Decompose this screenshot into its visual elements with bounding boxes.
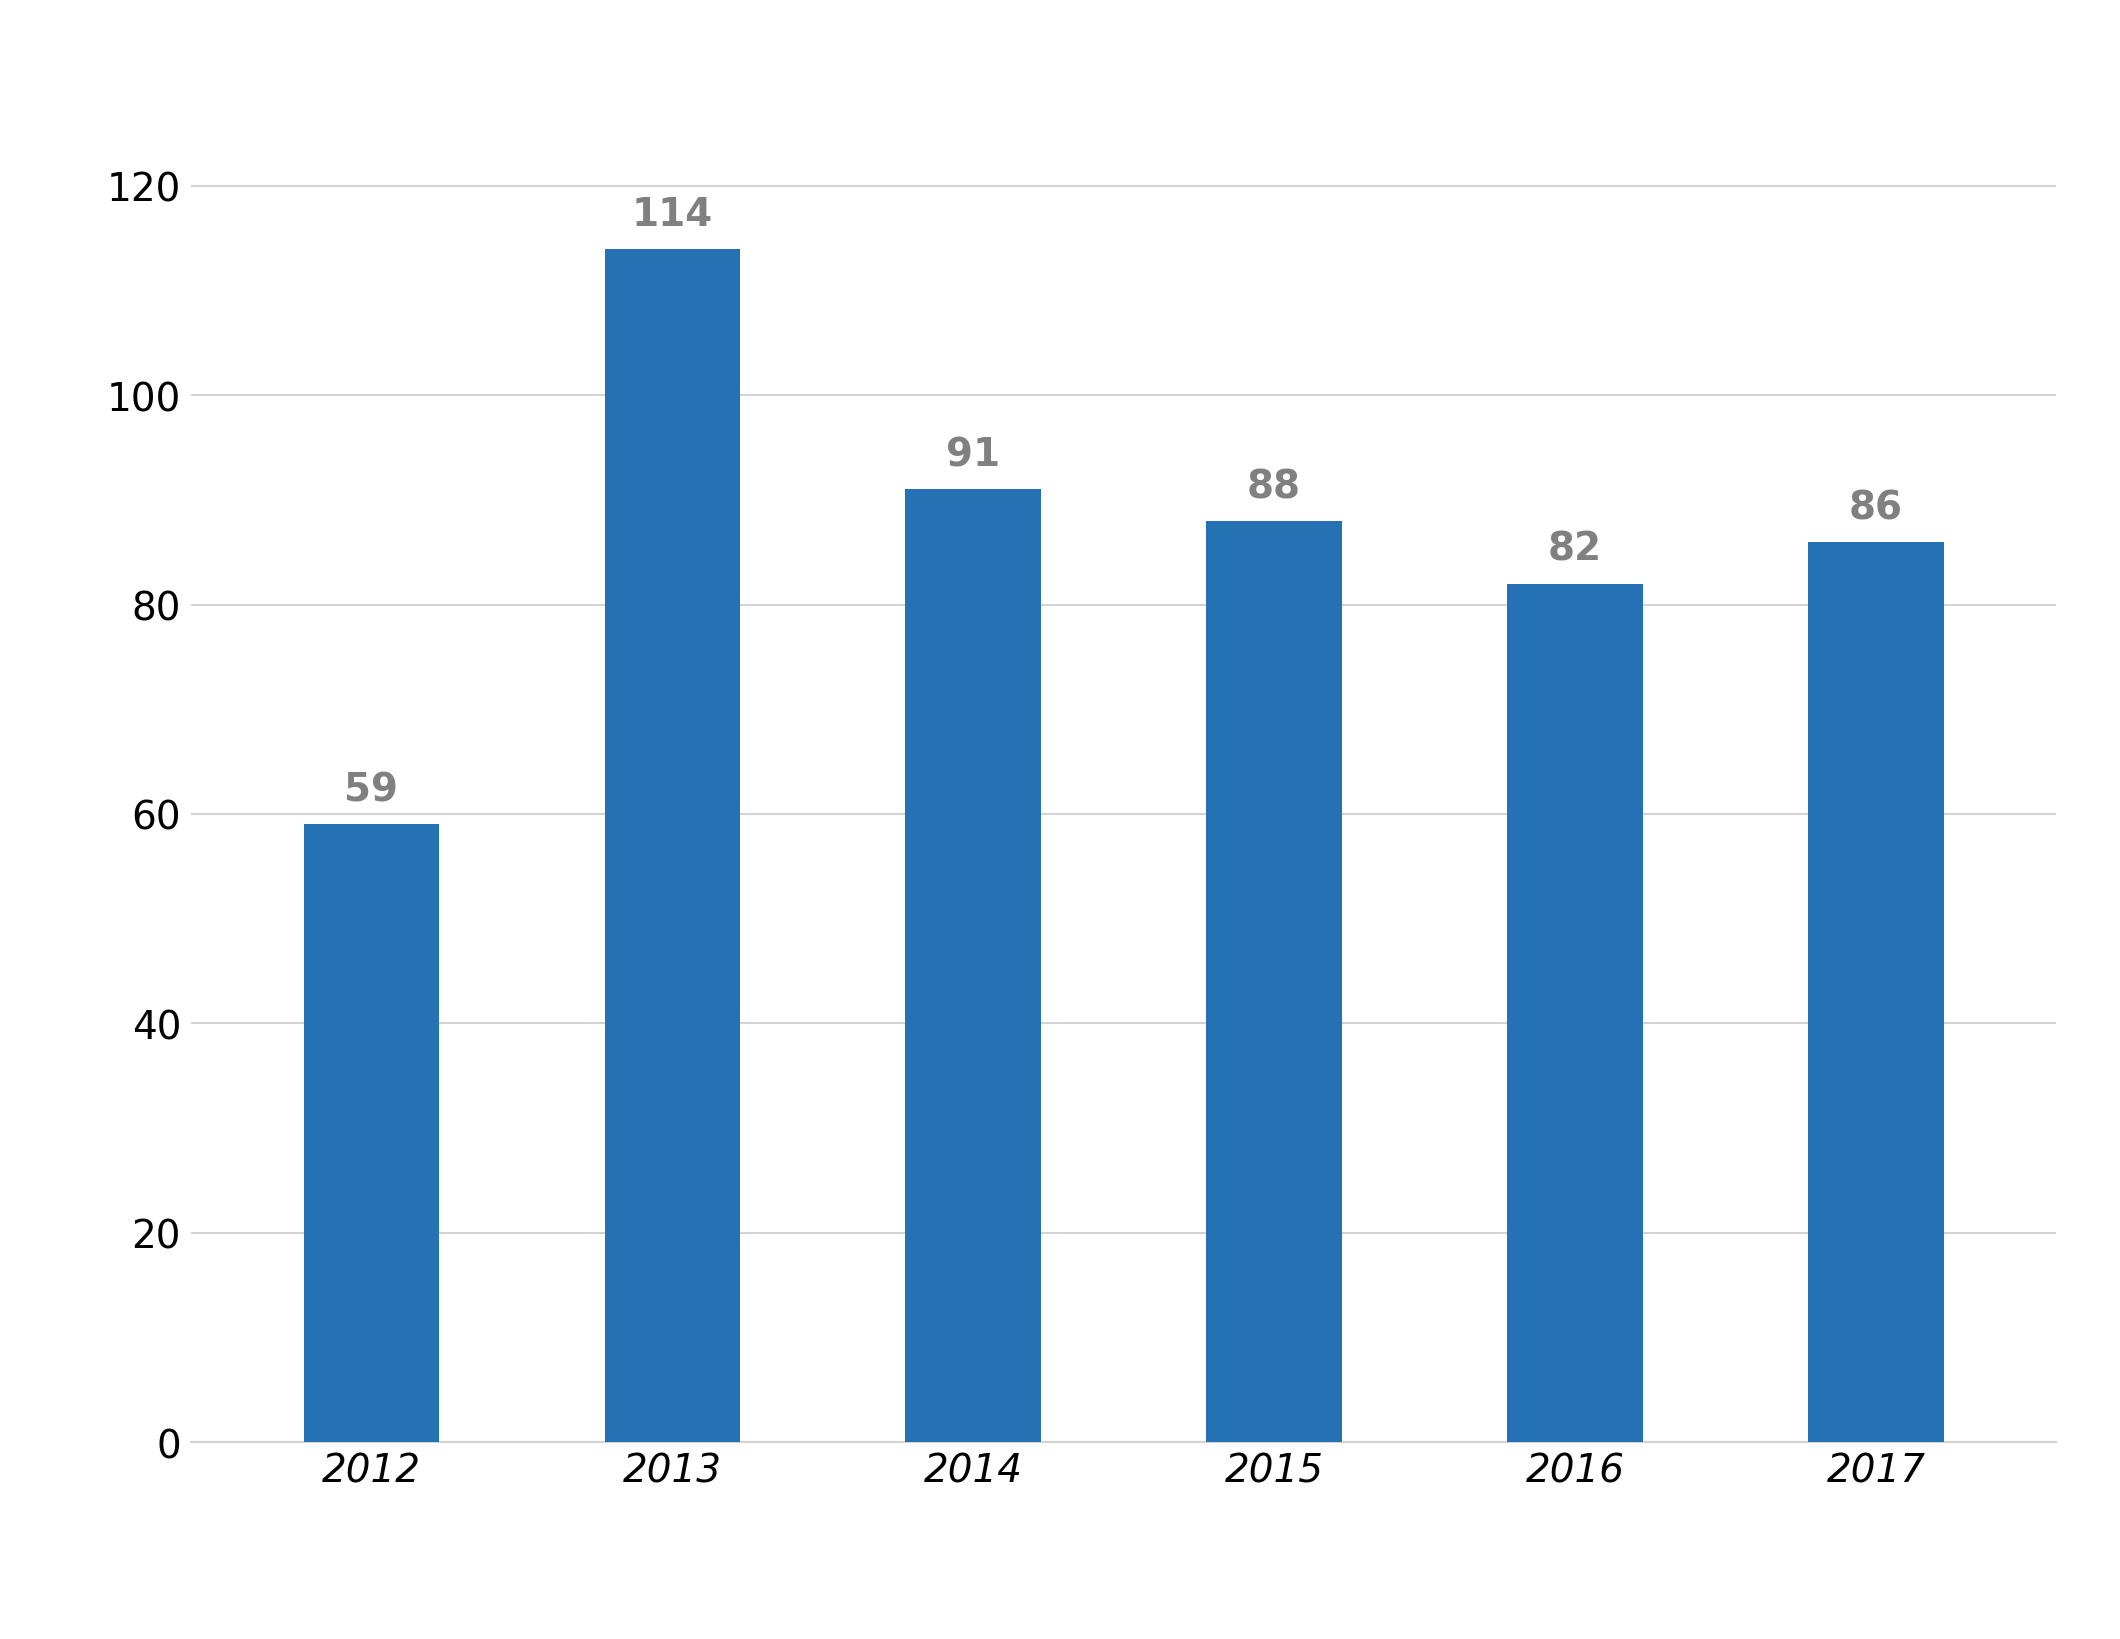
- Text: 91: 91: [946, 436, 1001, 474]
- Bar: [905, 490, 1041, 1442]
- Text: 86: 86: [1849, 488, 1904, 526]
- Text: 88: 88: [1247, 467, 1302, 506]
- Bar: [1206, 521, 1342, 1442]
- Bar: [1507, 583, 1643, 1442]
- Bar: [303, 824, 439, 1442]
- Text: 59: 59: [343, 772, 399, 810]
- Text: 114: 114: [632, 195, 712, 234]
- Bar: [1808, 543, 1944, 1442]
- Bar: [604, 249, 740, 1442]
- Text: 82: 82: [1548, 531, 1603, 569]
